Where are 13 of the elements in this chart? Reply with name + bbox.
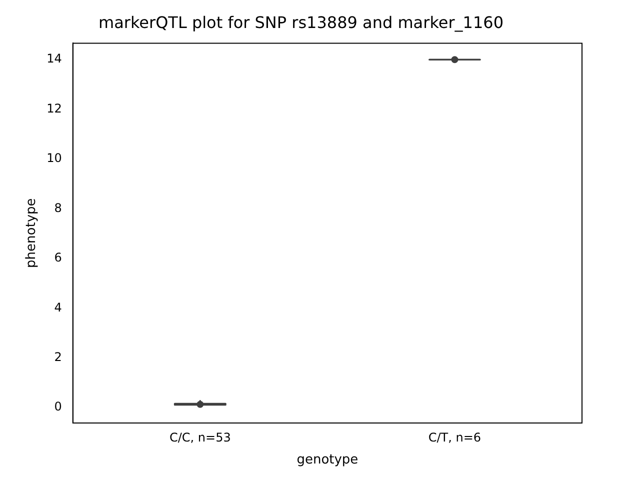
chart-title: markerQTL plot for SNP rs13889 and marker_1160 [98, 12, 504, 32]
x-axis-title: genotype [296, 452, 358, 468]
y-tick-label: 10 [46, 151, 62, 166]
y-tick-label: 0 [54, 400, 62, 414]
y-axis-title: phenotype [24, 198, 40, 268]
y-tick-label: 2 [54, 350, 62, 364]
x-tick-label: C/T, n=6 [428, 430, 482, 444]
y-tick-label: 8 [54, 200, 62, 215]
x-tick-label: C/C, n=53 [169, 430, 231, 444]
y-tick-label: 12 [46, 101, 62, 116]
y-tick-label: 6 [54, 250, 62, 265]
y-tick-label: 14 [46, 52, 62, 66]
y-tick-label: 4 [54, 300, 62, 314]
